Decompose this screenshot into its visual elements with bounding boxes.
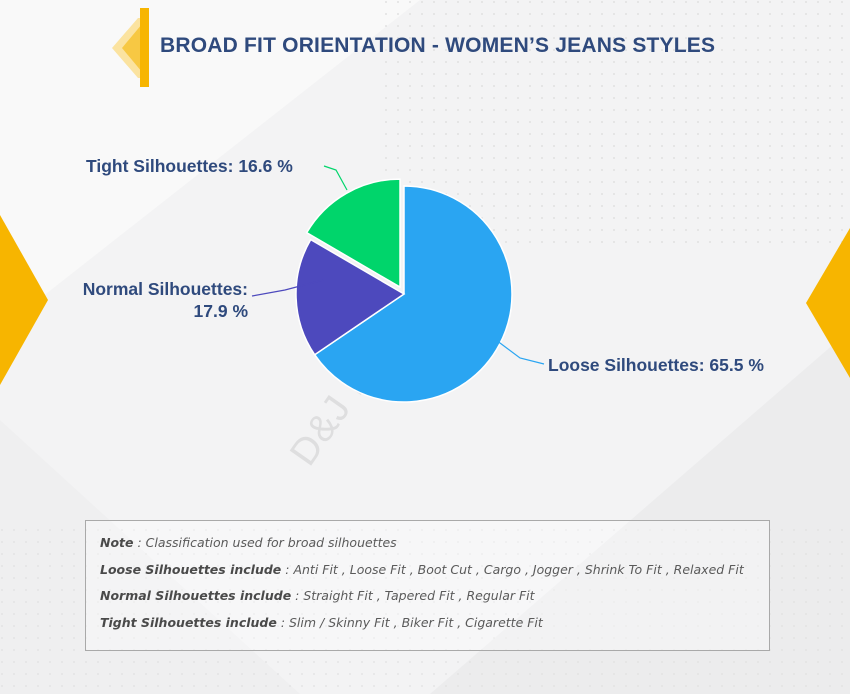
note-tight-heading: Tight Silhouettes include [100, 614, 277, 630]
note-loose-text: : Anti Fit , Loose Fit , Boot Cut , Carg… [281, 561, 744, 577]
leader-line-tight-silhouettes [323, 165, 348, 191]
note-line-loose: Loose Silhouettes include : Anti Fit , L… [100, 562, 769, 577]
note-line: Note : Classification used for broad sil… [100, 535, 769, 550]
note-normal-heading: Normal Silhouettes include [100, 588, 292, 603]
leader-line-normal-silhouettes [251, 279, 324, 297]
note-text: : Classification used for broad silhouet… [133, 535, 397, 550]
note-normal-text: : Straight Fit , Tapered Fit , Regular F… [291, 588, 535, 603]
label-tight-silhouettes: Tight Silhouettes: 16.6 % [86, 156, 293, 176]
pie-slice-loose-silhouettes [313, 185, 513, 403]
note-heading: Note [100, 535, 134, 550]
note-loose-heading: Loose Silhouettes include [100, 561, 282, 577]
note-line-normal: Normal Silhouettes include : Straight Fi… [100, 588, 769, 603]
pie-slice-tight-silhouettes [305, 178, 401, 289]
label-normal-line1: Normal Silhouettes: [82, 279, 248, 299]
leader-line-loose-silhouettes [495, 339, 545, 365]
note-tight-text: : Slim / Skinny Fit , Biker Fit , Cigare… [276, 614, 543, 630]
note-box: Note : Classification used for broad sil… [85, 520, 770, 651]
page-title: BROAD FIT ORIENTATION - WOMEN’S JEANS ST… [160, 34, 716, 57]
header-chevron-icon [112, 18, 142, 78]
right-arrow-decoration [806, 228, 850, 378]
note-line-tight: Tight Silhouettes include : Slim / Skinn… [100, 615, 769, 630]
label-normal-line2: 17.9 % [193, 301, 248, 321]
label-normal-silhouettes: Normal Silhouettes: 17.9 % [64, 278, 248, 322]
label-loose-silhouettes: Loose Silhouettes: 65.5 % [548, 355, 764, 375]
header-accent-bar [140, 8, 149, 87]
left-arrow-decoration [0, 215, 48, 385]
pie-slice-normal-silhouettes [295, 238, 406, 356]
